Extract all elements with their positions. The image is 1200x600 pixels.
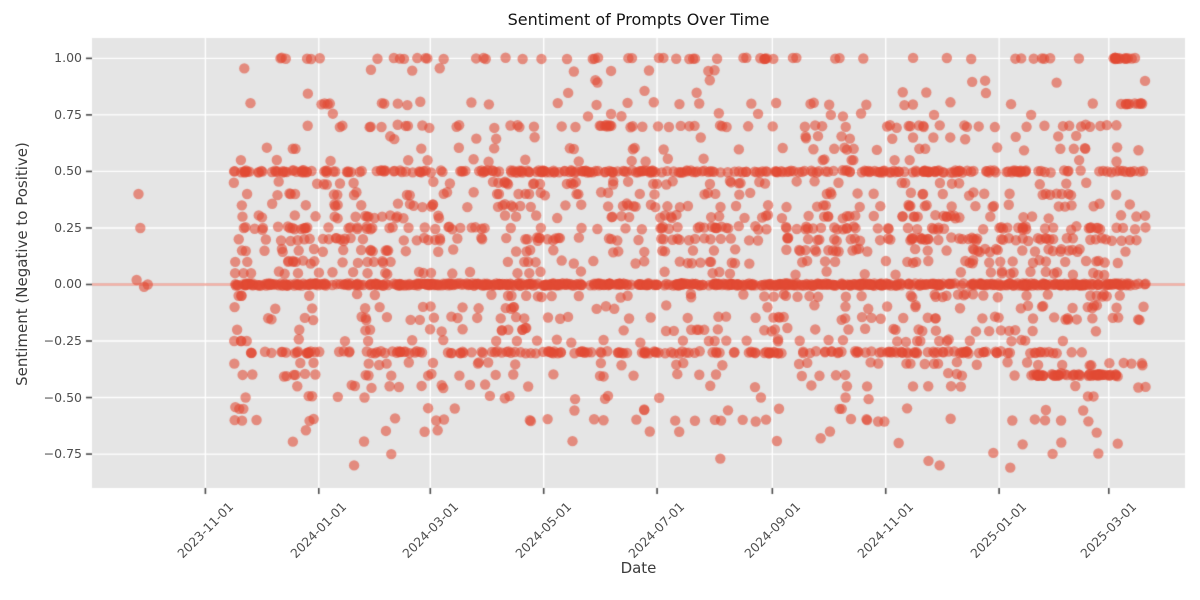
y-tick-label: 0.25 [54, 219, 82, 235]
y-tick-label: 0.00 [54, 276, 82, 292]
y-tick-label: −0.75 [43, 446, 82, 462]
y-axis-label: Sentiment (Negative to Positive) [13, 142, 31, 386]
y-tick-label: −0.50 [43, 389, 82, 405]
y-tick-label: 1.00 [54, 50, 82, 66]
y-tick-label: 0.50 [54, 163, 82, 179]
y-tick-label: 0.75 [54, 106, 82, 122]
x-axis-label: Date [620, 559, 657, 577]
y-tick-label: −0.25 [43, 333, 82, 348]
chart-title: Sentiment of Prompts Over Time [507, 10, 770, 29]
